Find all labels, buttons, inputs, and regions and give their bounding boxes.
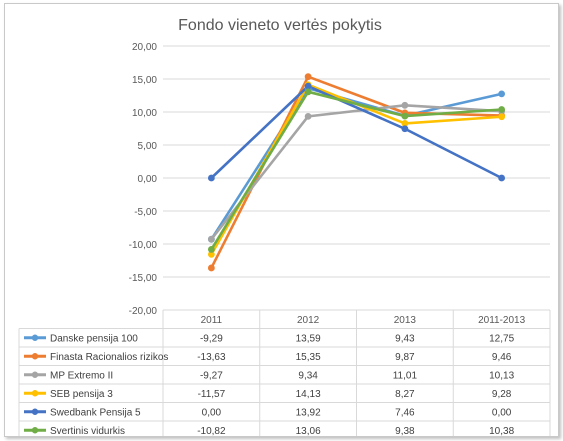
- data-label: 9,46: [492, 352, 512, 363]
- y-tick-label: 15,00: [132, 75, 157, 86]
- data-label: 10,13: [489, 370, 514, 381]
- y-tick-label: -15,00: [129, 273, 158, 284]
- data-point: [498, 174, 506, 182]
- data-label: 0,00: [492, 407, 512, 418]
- data-label: -11,57: [198, 389, 226, 400]
- data-label: 12,75: [489, 333, 514, 344]
- series-line: [210, 87, 503, 241]
- legend-series-name: Finasta Racionalios rizikos: [50, 352, 168, 363]
- y-tick-label: 20,00: [132, 42, 157, 53]
- y-tick-label: -20,00: [129, 306, 158, 317]
- category-label: 2013: [394, 315, 417, 326]
- series-line: [210, 90, 503, 251]
- line-chart: Fondo vieneto vertės pokytis 20,00 15,00 1…: [18, 17, 551, 440]
- data-point: [498, 113, 506, 121]
- data-point: [498, 106, 506, 113]
- data-point: [207, 246, 215, 253]
- data-label: 9,87: [395, 352, 415, 363]
- data-point: [207, 174, 215, 182]
- data-point: [207, 235, 215, 243]
- data-label: 8,27: [395, 389, 415, 400]
- legend-key-marker: [31, 408, 39, 415]
- data-label: -9,29: [200, 333, 223, 344]
- data-label: 13,06: [296, 426, 321, 436]
- legend-series-name: Danske pensija 100: [50, 333, 138, 344]
- chart-frame: Fondo vieneto vertės pokytis 20,00 15,00 1…: [4, 3, 559, 440]
- category-label: 2012: [297, 315, 320, 326]
- category-label: 2011: [201, 315, 223, 326]
- data-point: [207, 250, 215, 258]
- data-label: 0,00: [202, 407, 222, 418]
- data-point: [304, 73, 312, 81]
- chart-title: Fondo vieneto vertės pokytis: [178, 17, 382, 34]
- legend-key-marker: [31, 427, 39, 434]
- data-point: [304, 112, 312, 120]
- legend-series-name: MP Extremo II: [50, 370, 113, 381]
- data-label: 13,92: [296, 407, 321, 418]
- data-label: -9,27: [200, 370, 223, 381]
- data-point: [304, 88, 312, 96]
- data-label: 10,38: [489, 426, 514, 436]
- data-label: 9,28: [492, 389, 512, 400]
- data-point: [401, 120, 409, 127]
- data-label: 7,46: [395, 407, 415, 418]
- legend-key-marker: [31, 334, 39, 341]
- data-label: 9,34: [298, 370, 318, 381]
- data-point: [304, 82, 312, 90]
- legend-series-name: SEB pensija 3: [50, 389, 113, 400]
- data-label: -13,63: [197, 352, 226, 363]
- data-label: 9,43: [395, 333, 415, 344]
- y-tick-label: -10,00: [129, 240, 158, 251]
- data-point: [401, 101, 409, 109]
- data-point: [498, 90, 506, 98]
- data-label: 15,35: [296, 352, 321, 363]
- data-label: 13,59: [296, 333, 321, 344]
- y-tick-label: 10,00: [132, 108, 157, 119]
- data-label: 9,38: [395, 426, 415, 436]
- y-tick-label: 5,00: [138, 141, 158, 152]
- data-label: 14,13: [296, 389, 321, 400]
- legend-series-name: Svertinis vidurkis: [50, 426, 125, 436]
- legend-series-name: Swedbank Pensija 5: [50, 407, 141, 418]
- legend-key-marker: [31, 390, 39, 397]
- series-line: [210, 84, 503, 180]
- legend-key-marker: [31, 371, 39, 378]
- data-point: [401, 112, 409, 120]
- y-tick-label: 0,00: [138, 174, 158, 185]
- legend-key-marker: [31, 353, 39, 360]
- data-label: 11,01: [393, 370, 418, 381]
- category-label: 2011-2013: [478, 315, 526, 326]
- y-tick-label: -5,00: [134, 207, 157, 218]
- series-line: [210, 104, 503, 241]
- data-point: [401, 125, 409, 133]
- data-point: [207, 264, 215, 272]
- data-label: -10,82: [197, 426, 226, 436]
